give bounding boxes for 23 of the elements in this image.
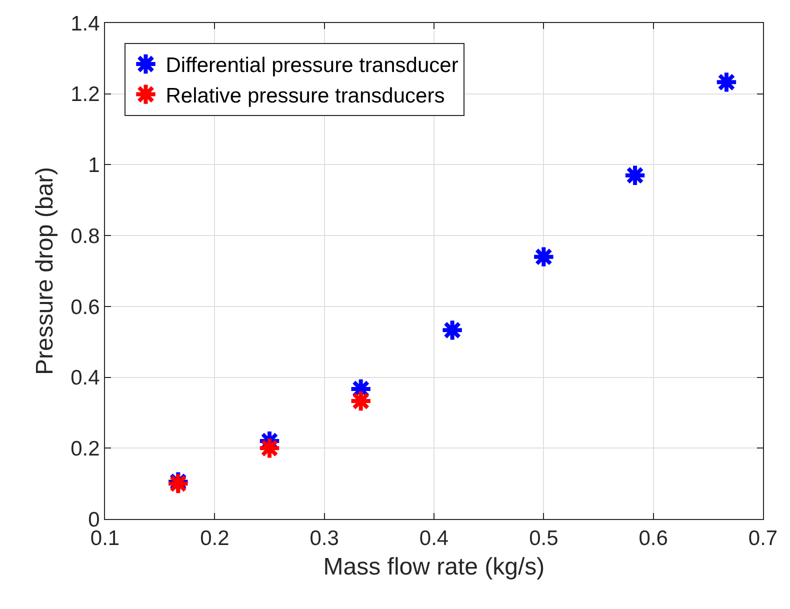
point bbox=[440, 318, 464, 342]
legend-label: Relative pressure transducers bbox=[166, 84, 445, 108]
y-tick-label: 0.2 bbox=[70, 437, 100, 460]
x-tick-label: 0.3 bbox=[310, 527, 339, 550]
y-tick-label: 0.8 bbox=[70, 224, 100, 248]
point bbox=[349, 389, 372, 413]
x-tick-label: 0.2 bbox=[200, 527, 230, 550]
x-tick-label: 0.4 bbox=[419, 527, 449, 550]
point bbox=[623, 164, 647, 187]
y-tick-label: 1 bbox=[88, 154, 100, 178]
y-tick-label: 1.4 bbox=[70, 12, 100, 36]
y-tick-label: 0.6 bbox=[70, 296, 100, 319]
point bbox=[532, 245, 556, 268]
y-axis-title: Pressure drop (bar) bbox=[32, 166, 59, 376]
y-tick-label: 0.4 bbox=[70, 366, 100, 390]
x-tick-label: 0.5 bbox=[529, 527, 558, 550]
legend-label: Differential pressure transducer bbox=[166, 54, 458, 78]
point bbox=[714, 70, 738, 94]
x-tick-label: 0.7 bbox=[748, 527, 778, 550]
x-axis-title: Mass flow rate (kg/s) bbox=[323, 554, 545, 580]
point bbox=[258, 436, 282, 460]
y-tick-label: 1.2 bbox=[70, 83, 100, 106]
x-tick-label: 0.6 bbox=[638, 527, 668, 550]
